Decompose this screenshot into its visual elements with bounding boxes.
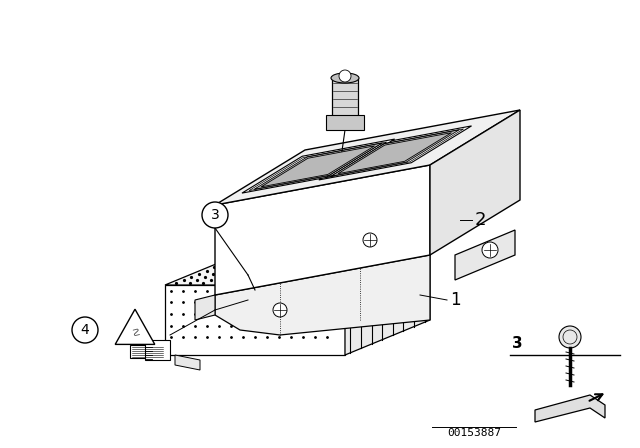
Text: 3: 3 [211,208,220,222]
Text: ☡: ☡ [132,328,140,338]
Polygon shape [145,340,170,360]
Polygon shape [326,115,364,130]
Polygon shape [338,133,451,174]
Polygon shape [165,250,430,285]
Circle shape [339,70,351,82]
Circle shape [363,233,377,247]
Text: 00153887: 00153887 [447,428,501,438]
Polygon shape [254,143,383,190]
Text: 1: 1 [450,291,461,309]
Polygon shape [430,110,520,255]
Polygon shape [215,255,430,335]
Polygon shape [332,78,358,120]
Circle shape [72,317,98,343]
Polygon shape [115,309,155,345]
Circle shape [202,202,228,228]
Text: 4: 4 [81,323,90,337]
Polygon shape [215,165,430,295]
Text: 2: 2 [475,211,486,229]
Circle shape [559,326,581,348]
Polygon shape [319,126,472,180]
Polygon shape [535,395,605,422]
Polygon shape [261,146,374,187]
Polygon shape [331,130,460,176]
Polygon shape [165,285,345,355]
Text: 3: 3 [512,336,523,351]
Polygon shape [130,345,165,358]
Ellipse shape [331,73,359,83]
Circle shape [273,303,287,317]
Polygon shape [215,110,520,205]
Polygon shape [175,355,200,370]
Polygon shape [345,250,430,355]
Polygon shape [455,230,515,280]
Circle shape [482,242,498,258]
Polygon shape [195,295,215,320]
Polygon shape [242,139,395,193]
